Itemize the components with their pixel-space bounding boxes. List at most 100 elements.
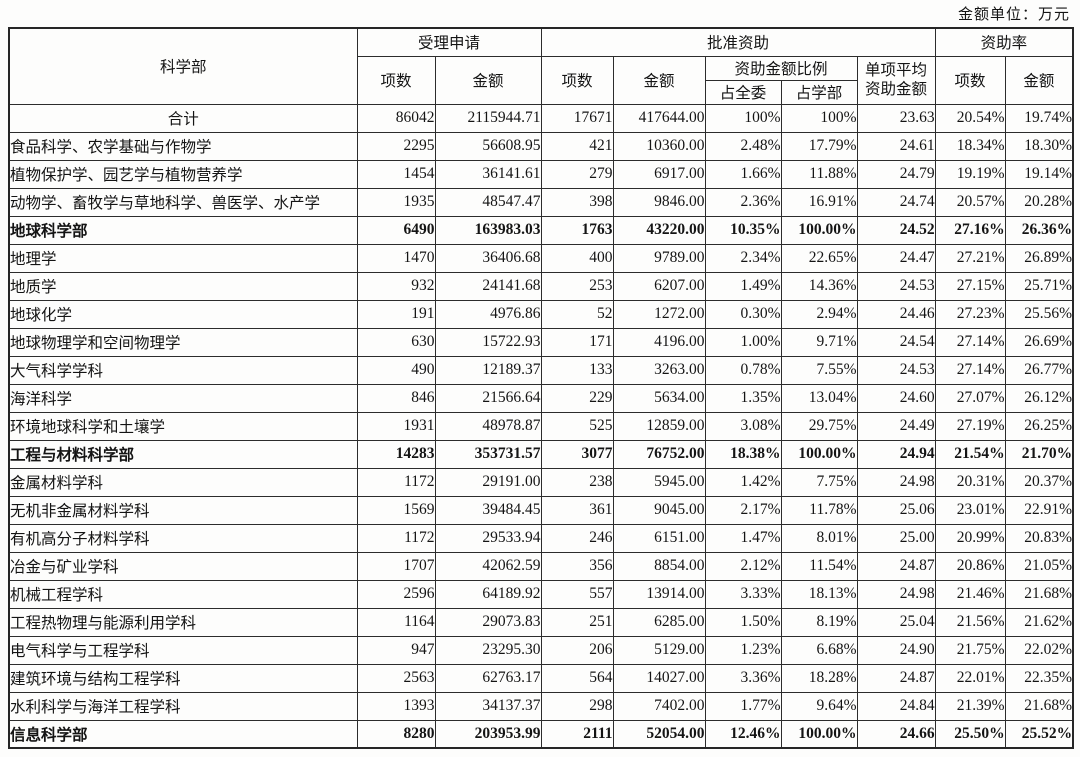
cell-department: 建筑环境与结构工程学科 [8,663,358,693]
cell-value: 6151.00 [612,523,706,553]
cell-value: 8.01% [780,523,858,553]
cell-value: 12189.37 [434,355,542,385]
cell-value: 203953.99 [434,719,542,749]
cell-value: 1763 [540,215,614,245]
cell-value: 25.50% [934,719,1006,749]
cell-value: 206 [540,635,614,665]
cell-value: 22.02% [1004,635,1074,665]
table-row: 金属材料学科 1172 29191.00 238 5945.00 1.42% 7.75% 24… [8,467,1074,497]
cell-value: 1.35% [704,383,782,413]
cell-value: 52054.00 [612,719,706,749]
cell-value: 17.79% [780,131,858,161]
cell-department: 电气科学与工程学科 [8,635,358,665]
cell-value: 27.14% [934,327,1006,357]
cell-value: 17671 [540,103,614,133]
cell-value: 24.61 [856,131,936,161]
cell-value: 24.54 [856,327,936,357]
cell-value: 3.08% [704,411,782,441]
cell-value: 25.06 [856,495,936,525]
table-row: 地球化学 191 4976.86 52 1272.00 0.30% 2.94% 24.46 27… [8,299,1074,329]
table-row: 工程与材料科学部 14283 353731.57 3077 76752.00 18.38%… [8,439,1074,469]
cell-value: 24.47 [856,243,936,273]
cell-value: 13914.00 [612,579,706,609]
cell-value: 25.56% [1004,299,1074,329]
cell-value: 8.19% [780,607,858,637]
header-row-groups: 科学部 受理申请 批准资助 资助率 [8,27,1074,105]
cell-value: 29073.83 [434,607,542,637]
header-rate-items: 项数 [934,55,1006,105]
cell-value: 10.35% [704,215,782,245]
cell-department: 地理学 [8,243,358,273]
cell-value: 0.78% [704,355,782,385]
cell-value: 24.46 [856,299,936,329]
cell-department: 食品科学、农学基础与作物学 [8,131,358,161]
cell-value: 2.12% [704,551,782,581]
cell-value: 2.34% [704,243,782,273]
cell-department: 水利科学与海洋工程学科 [8,691,358,721]
table-row: 植物保护学、园艺学与植物营养学 1454 36141.61 279 6917.00 1.6… [8,159,1074,189]
cell-value: 24.53 [856,271,936,301]
cell-value: 20.28% [1004,187,1074,217]
cell-value: 24.87 [856,663,936,693]
table-row: 建筑环境与结构工程学科 2563 62763.17 564 14027.00 3.36% 1… [8,663,1074,693]
cell-value: 22.91% [1004,495,1074,525]
cell-value: 356 [540,551,614,581]
cell-value: 25.71% [1004,271,1074,301]
header-average-amount-text: 单项平均 资助金额 [858,61,934,100]
table-row: 机械工程学科 2596 64189.92 557 13914.00 3.33% 18.13%… [8,579,1074,609]
cell-value: 1.47% [704,523,782,553]
cell-value: 1.49% [704,271,782,301]
cell-value: 246 [540,523,614,553]
cell-value: 21.68% [1004,579,1074,609]
header-ratio-group: 资助金额比例 [704,55,858,81]
cell-value: 1.23% [704,635,782,665]
cell-value: 3.33% [704,579,782,609]
cell-department: 合计 [8,103,358,133]
header-average-amount: 单项平均 资助金额 [856,55,936,105]
cell-value: 20.54% [934,103,1006,133]
cell-value: 36141.61 [434,159,542,189]
cell-value: 36406.68 [434,243,542,273]
cell-value: 5129.00 [612,635,706,665]
cell-value: 76752.00 [612,439,706,469]
cell-value: 14.36% [780,271,858,301]
table-body: 合计 86042 2115944.71 17671 417644.00 100% 100% 2… [8,103,1074,749]
cell-value: 0.30% [704,299,782,329]
cell-value: 25.04 [856,607,936,637]
cell-department: 植物保护学、园艺学与植物营养学 [8,159,358,189]
cell-value: 20.86% [934,551,1006,581]
cell-value: 86042 [356,103,436,133]
cell-department: 地球物理学和空间物理学 [8,327,358,357]
cell-value: 22.65% [780,243,858,273]
cell-value: 14027.00 [612,663,706,693]
cell-value: 24.66 [856,719,936,749]
cell-value: 171 [540,327,614,357]
cell-value: 27.16% [934,215,1006,245]
cell-value: 21.05% [1004,551,1074,581]
cell-value: 7402.00 [612,691,706,721]
cell-value: 1172 [356,467,436,497]
cell-value: 100.00% [780,215,858,245]
table-row: 冶金与矿业学科 1707 42062.59 356 8854.00 2.12% 11.54%… [8,551,1074,581]
cell-value: 27.21% [934,243,1006,273]
cell-value: 6.68% [780,635,858,665]
cell-value: 22.01% [934,663,1006,693]
cell-value: 21.54% [934,439,1006,469]
cell-value: 21.70% [1004,439,1074,469]
cell-value: 24.52 [856,215,936,245]
table-row: 有机高分子材料学科 1172 29533.94 246 6151.00 1.47% 8.01… [8,523,1074,553]
cell-value: 361 [540,495,614,525]
header-ratio-committee: 占全委 [704,79,782,105]
cell-department: 海洋科学 [8,383,358,413]
cell-value: 100% [780,103,858,133]
cell-value: 18.30% [1004,131,1074,161]
cell-department: 信息科学部 [8,719,358,749]
cell-value: 133 [540,355,614,385]
cell-value: 26.12% [1004,383,1074,413]
cell-value: 6490 [356,215,436,245]
header-approved-amount: 金额 [612,55,706,105]
cell-value: 20.99% [934,523,1006,553]
cell-department: 机械工程学科 [8,579,358,609]
cell-value: 19.14% [1004,159,1074,189]
cell-value: 21.62% [1004,607,1074,637]
